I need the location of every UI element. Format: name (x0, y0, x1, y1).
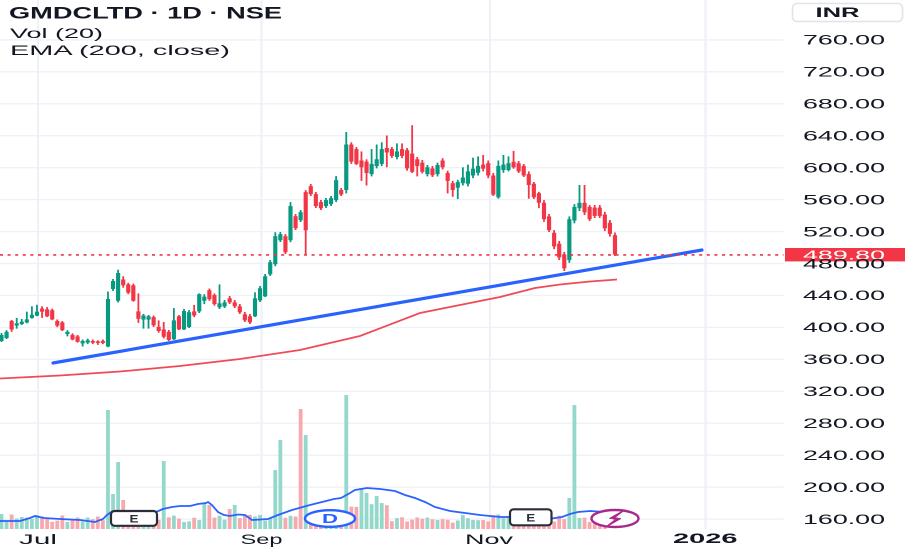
svg-text:EMA (200, close): EMA (200, close) (10, 42, 230, 58)
svg-text:240.00: 240.00 (803, 448, 885, 463)
svg-text:Vol (20): Vol (20) (10, 25, 103, 41)
svg-text:480.00: 480.00 (803, 256, 885, 271)
svg-text:E: E (526, 512, 535, 524)
svg-text:760.00: 760.00 (803, 33, 885, 48)
svg-text:520.00: 520.00 (803, 224, 885, 239)
svg-text:640.00: 640.00 (803, 129, 885, 144)
svg-text:160.00: 160.00 (803, 512, 885, 527)
svg-text:440.00: 440.00 (803, 288, 885, 303)
svg-text:360.00: 360.00 (803, 352, 885, 367)
svg-text:280.00: 280.00 (803, 416, 885, 431)
svg-text:320.00: 320.00 (803, 384, 885, 399)
svg-text:INR: INR (816, 5, 860, 20)
svg-text:720.00: 720.00 (803, 65, 885, 80)
svg-text:GMDCLTD · 1D · NSE: GMDCLTD · 1D · NSE (9, 4, 282, 22)
svg-text:2026: 2026 (673, 531, 739, 546)
svg-text:D: D (322, 511, 338, 526)
svg-text:400.00: 400.00 (803, 320, 885, 335)
svg-text:560.00: 560.00 (803, 192, 885, 207)
svg-text:Jul: Jul (19, 532, 57, 547)
svg-text:200.00: 200.00 (803, 480, 885, 495)
svg-text:Nov: Nov (465, 532, 513, 547)
svg-text:489.80: 489.80 (803, 247, 885, 262)
svg-text:Sep: Sep (241, 532, 283, 547)
svg-text:680.00: 680.00 (803, 97, 885, 112)
svg-text:600.00: 600.00 (803, 161, 885, 176)
svg-text:E: E (130, 513, 139, 525)
